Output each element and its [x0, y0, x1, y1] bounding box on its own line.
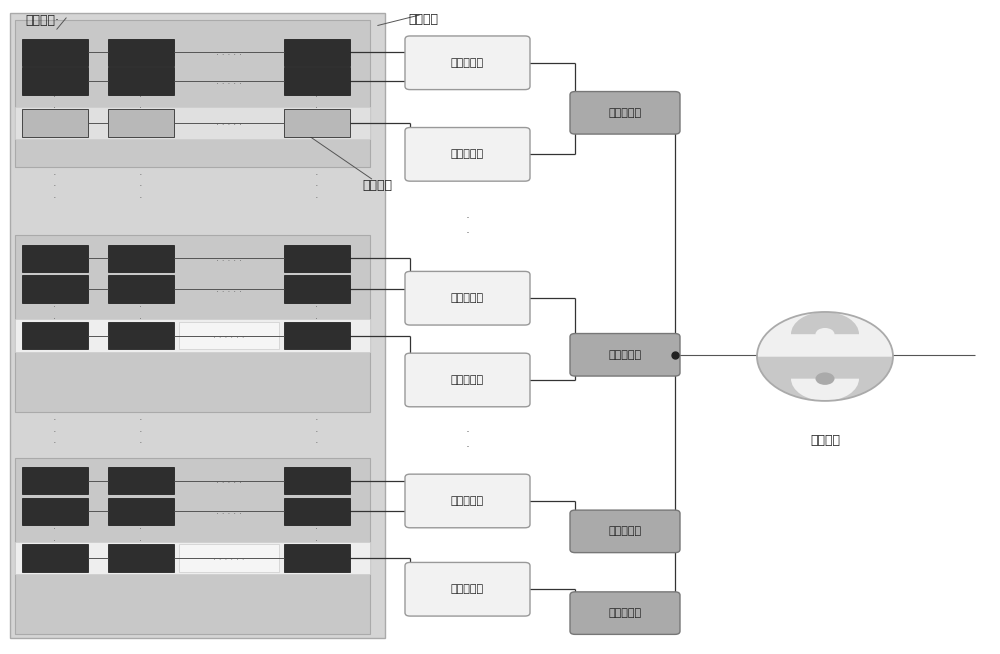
Wedge shape	[791, 312, 859, 334]
Text: 交流配電柜: 交流配電柜	[608, 350, 642, 360]
Text: . . . . .: . . . . .	[216, 254, 242, 263]
Text: 光伏逆變器: 光伏逆變器	[451, 293, 484, 303]
Text: 交流電網: 交流電網	[810, 434, 840, 447]
Text: ·
·
·: · · ·	[53, 415, 57, 448]
Bar	[108, 67, 174, 95]
Bar	[108, 39, 174, 66]
Wedge shape	[757, 312, 893, 356]
Text: 交流配電柜: 交流配電柜	[608, 608, 642, 618]
Bar	[15, 542, 370, 574]
Text: . . . . .: . . . . .	[216, 118, 242, 128]
Bar	[108, 245, 174, 272]
Text: 交流配電柜: 交流配電柜	[608, 108, 642, 118]
Bar	[108, 467, 174, 494]
Bar	[15, 458, 370, 634]
Text: . . . . .: . . . . .	[216, 284, 242, 294]
Bar	[284, 467, 350, 494]
Text: ·
·: · ·	[465, 426, 470, 455]
Bar	[22, 275, 88, 303]
Bar	[284, 109, 350, 137]
Bar	[284, 498, 350, 525]
FancyBboxPatch shape	[405, 271, 530, 325]
FancyBboxPatch shape	[405, 36, 530, 90]
Bar	[108, 322, 174, 349]
Text: 光伏逆變器: 光伏逆變器	[451, 58, 484, 68]
Circle shape	[815, 328, 835, 341]
Text: 光伏逆變器: 光伏逆變器	[451, 496, 484, 506]
Text: ·
·
·: · · ·	[54, 302, 56, 336]
Bar	[15, 107, 370, 139]
Text: ·
·
·: · · ·	[140, 302, 143, 336]
Wedge shape	[757, 356, 893, 401]
Text: ·
·
·: · · ·	[139, 415, 143, 448]
Text: 光伏逆變器: 光伏逆變器	[451, 375, 484, 385]
Text: ·
·
·: · · ·	[53, 170, 57, 203]
Circle shape	[815, 372, 835, 385]
FancyBboxPatch shape	[570, 92, 680, 134]
Bar	[22, 109, 88, 137]
Bar	[179, 322, 279, 349]
Bar	[179, 544, 279, 572]
Text: . . . . .: . . . . .	[216, 476, 242, 485]
FancyBboxPatch shape	[405, 562, 530, 616]
Text: ·
·: · ·	[465, 213, 470, 240]
FancyBboxPatch shape	[570, 510, 680, 553]
Text: 光伏組件·: 光伏組件·	[25, 14, 59, 27]
Bar	[108, 275, 174, 303]
Bar	[10, 13, 385, 638]
Bar	[284, 322, 350, 349]
Text: ·
·
·: · · ·	[54, 92, 56, 125]
Bar	[22, 67, 88, 95]
FancyBboxPatch shape	[405, 128, 530, 181]
Text: 交流配電柜: 交流配電柜	[608, 526, 642, 536]
Text: ·
·
·: · · ·	[315, 415, 319, 448]
FancyBboxPatch shape	[570, 592, 680, 634]
Text: ·
·
·: · · ·	[140, 92, 143, 125]
Text: . . . . . .: . . . . . .	[213, 553, 245, 562]
Text: ·
·
·: · · ·	[315, 92, 318, 125]
Bar	[284, 39, 350, 66]
Text: ·
·
·: · · ·	[315, 170, 319, 203]
Text: . . . . . .: . . . . . .	[213, 331, 245, 340]
Bar	[15, 20, 370, 167]
Bar	[22, 467, 88, 494]
Bar	[22, 498, 88, 525]
Bar	[284, 275, 350, 303]
Bar	[22, 544, 88, 572]
Text: . . . . .: . . . . .	[216, 77, 242, 86]
Bar	[22, 322, 88, 349]
Bar	[22, 245, 88, 272]
Wedge shape	[791, 379, 859, 401]
Bar	[22, 39, 88, 66]
Text: ·
·
·: · · ·	[54, 525, 56, 558]
Bar	[284, 245, 350, 272]
Text: ·
·
·: · · ·	[139, 170, 143, 203]
Bar	[108, 544, 174, 572]
Bar	[108, 498, 174, 525]
Bar	[15, 319, 370, 352]
Bar	[284, 67, 350, 95]
Bar	[108, 109, 174, 137]
Text: 光伏逆變器: 光伏逆變器	[451, 149, 484, 160]
Text: 光伏組串: 光伏組串	[362, 179, 392, 192]
Text: . . . . .: . . . . .	[216, 48, 242, 57]
Text: ·
·
·: · · ·	[315, 302, 318, 336]
Bar	[284, 544, 350, 572]
Text: . . . . .: . . . . .	[216, 507, 242, 516]
FancyBboxPatch shape	[570, 334, 680, 376]
Bar	[15, 235, 370, 412]
Text: ·
·
·: · · ·	[140, 525, 143, 558]
Text: 光伏陣列: 光伏陣列	[408, 13, 438, 26]
FancyBboxPatch shape	[405, 353, 530, 407]
FancyBboxPatch shape	[405, 474, 530, 528]
Text: ·
·
·: · · ·	[315, 525, 318, 558]
Text: 光伏逆變器: 光伏逆變器	[451, 584, 484, 594]
